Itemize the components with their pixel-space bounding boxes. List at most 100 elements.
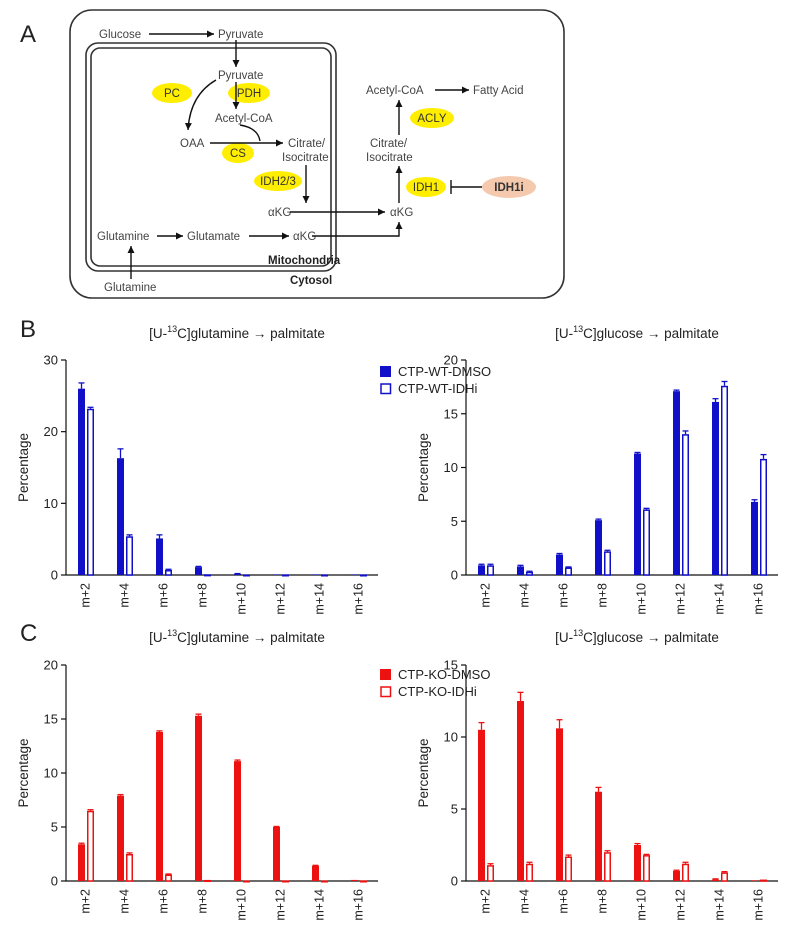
bar-ctp-ko-dmso	[712, 879, 719, 881]
bar-ctp-wt-dmso	[234, 573, 241, 575]
panel-a-diagram: A Mitochondria Cytosol PC PDH CS IDH2/3 …	[20, 9, 565, 299]
bar-ctp-wt-idhi	[282, 574, 289, 577]
bar-ctp-ko-dmso	[156, 731, 163, 881]
enzyme-cs-label: CS	[230, 148, 246, 160]
y-tick-label: 30	[44, 353, 58, 368]
y-tick-label: 10	[444, 730, 458, 745]
arrow-akg-to-cytosol	[312, 222, 403, 237]
x-tick-label: m+6	[557, 889, 571, 914]
metabolite-pyruvate-cytosol: Pyruvate	[218, 29, 263, 41]
chart-title-prefix: [U-	[555, 630, 573, 645]
bar-ctp-wt-dmso	[751, 501, 758, 575]
enzyme-pdh: PDH	[228, 83, 270, 103]
mitochondria-outer-box	[85, 42, 337, 272]
x-tick-label: m+10	[235, 889, 249, 921]
enzyme-idh1-shape	[406, 177, 446, 197]
chart-title: [U-13C]glucose → palmitate	[555, 324, 719, 341]
bar-ctp-wt-dmso	[517, 566, 524, 575]
bar-ctp-wt-dmso	[351, 574, 358, 575]
y-tick-label: 10	[44, 496, 58, 511]
y-tick-label: 10	[44, 766, 58, 781]
legend-swatch	[380, 383, 392, 395]
chart-title-superscript: 13	[573, 324, 583, 334]
legend-swatch	[380, 669, 391, 680]
chart-title-suffix: C]glucose → palmitate	[583, 630, 719, 645]
legend-label: CTP-KO-DMSO	[398, 667, 490, 682]
mitochondria-inner-box	[90, 47, 332, 267]
inhibitor-idh1i: IDH1i	[482, 176, 536, 198]
metabolite-isocitrate-mito: Isocitrate	[282, 152, 329, 164]
bar-ctp-wt-idhi	[360, 574, 367, 577]
metabolite-glucose: Glucose	[99, 29, 141, 41]
metabolite-akg-mito-lower: αKG	[293, 231, 316, 243]
y-tick-label: 0	[51, 874, 58, 889]
chart-title-superscript: 13	[167, 324, 177, 334]
bar-ctp-ko-idhi	[565, 856, 572, 882]
bar-ctp-ko-idhi	[721, 872, 728, 882]
x-tick-label: m+14	[313, 583, 327, 615]
bar-ctp-ko-dmso	[595, 791, 602, 881]
x-tick-label: m+16	[752, 583, 766, 615]
y-tick-label: 15	[444, 406, 458, 421]
y-tick-label: 5	[51, 820, 58, 835]
enzyme-acly: ACLY	[410, 108, 454, 128]
x-tick-label: m+12	[274, 889, 288, 921]
bar-ctp-wt-dmso	[78, 388, 85, 575]
bar-ctp-wt-dmso	[273, 574, 280, 575]
x-tick-label: m+12	[674, 583, 688, 615]
metabolite-oaa: OAA	[180, 138, 205, 150]
bar-ctp-ko-idhi	[165, 874, 172, 882]
bar-ctp-ko-idhi	[643, 855, 650, 882]
bar-ctp-ko-dmso	[78, 844, 85, 881]
bar-ctp-wt-idhi	[321, 574, 328, 577]
x-tick-label: m+4	[118, 889, 132, 914]
y-axis-label: Percentage	[16, 433, 31, 502]
bar-ctp-ko-idhi	[87, 810, 94, 882]
inhibitor-idh1i-label: IDH1i	[494, 182, 523, 194]
y-tick-label: 10	[444, 460, 458, 475]
enzyme-idh1: IDH1	[406, 177, 446, 197]
x-tick-label: m+8	[196, 889, 210, 914]
metabolite-pyruvate-mito: Pyruvate	[218, 70, 263, 82]
metabolite-isocitrate-cytosol: Isocitrate	[366, 152, 413, 164]
bar-ctp-wt-dmso	[195, 567, 202, 575]
mitochondria-label: Mitochondria	[268, 255, 341, 267]
x-tick-label: m+6	[157, 583, 171, 608]
chart-title-suffix: C]glutamine → palmitate	[177, 326, 325, 341]
chart-title: [U-13C]glutamine → palmitate	[149, 324, 325, 341]
x-tick-label: m+16	[752, 889, 766, 921]
enzyme-pdh-shape	[228, 83, 270, 103]
bar-ctp-ko-idhi	[760, 879, 767, 882]
bar-ctp-wt-idhi	[604, 551, 611, 576]
y-axis-label: Percentage	[16, 738, 31, 807]
x-tick-label: m+6	[157, 889, 171, 914]
chart-title-suffix: C]glutamine → palmitate	[177, 630, 325, 645]
panel-label-a: A	[20, 21, 36, 48]
metabolite-glutamine-outside: Glutamine	[104, 282, 156, 294]
metabolite-glutamate: Glutamate	[187, 231, 240, 243]
x-tick-label: m+4	[518, 583, 532, 608]
metabolite-akg-mito-upper: αKG	[268, 207, 291, 219]
enzyme-cs: CS	[222, 143, 254, 163]
bar-ctp-wt-dmso	[312, 574, 319, 575]
enzyme-pc-label: PC	[164, 88, 180, 100]
metabolite-citrate-cytosol: Citrate/	[370, 138, 408, 150]
panel-label-b: B	[20, 316, 36, 343]
bar-ctp-ko-dmso	[478, 729, 485, 881]
x-tick-label: m+12	[674, 889, 688, 921]
y-tick-label: 5	[451, 802, 458, 817]
bar-ctp-ko-dmso	[634, 845, 641, 881]
cytosol-label: Cytosol	[290, 275, 332, 287]
y-tick-label: 0	[451, 874, 458, 889]
y-tick-label: 0	[451, 568, 458, 583]
bar-ctp-wt-dmso	[556, 554, 563, 575]
x-tick-label: m+2	[79, 583, 93, 608]
bar-ctp-ko-idhi	[321, 880, 328, 883]
y-tick-label: 20	[44, 424, 58, 439]
metabolite-fatty-acid: Fatty Acid	[473, 85, 524, 97]
enzyme-acly-label: ACLY	[417, 113, 447, 125]
metabolite-akg-cytosol: αKG	[390, 207, 413, 219]
bar-ctp-ko-idhi	[243, 880, 250, 883]
y-tick-label: 15	[44, 712, 58, 727]
